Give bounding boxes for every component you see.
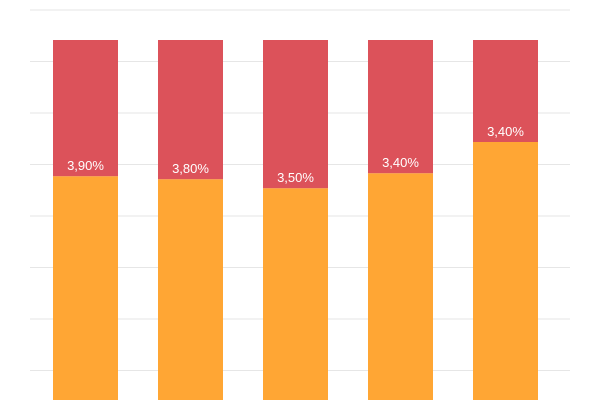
bar-data-label: 3,80%: [172, 161, 209, 176]
data-labels: 3,90% 3,80% 3,50% 3,40% 3,40%: [67, 124, 524, 185]
bar-segment-lower: [263, 188, 328, 400]
bar-segment-upper: [263, 40, 328, 189]
bar-segment-upper: [158, 40, 223, 180]
bars: [53, 40, 538, 400]
bar-segment-lower: [368, 173, 433, 400]
bar-data-label: 3,40%: [487, 124, 524, 139]
bar-segment-lower: [158, 179, 223, 400]
bar-data-label: 3,50%: [277, 170, 314, 185]
bar-segment-lower: [53, 176, 118, 400]
bar-data-label: 3,40%: [382, 155, 419, 170]
bar-segment-lower: [473, 142, 538, 400]
bar-segment-upper: [473, 40, 538, 142]
bar-segment-upper: [53, 40, 118, 177]
bar-segment-upper: [368, 40, 433, 174]
bar-data-label: 3,90%: [67, 158, 104, 173]
